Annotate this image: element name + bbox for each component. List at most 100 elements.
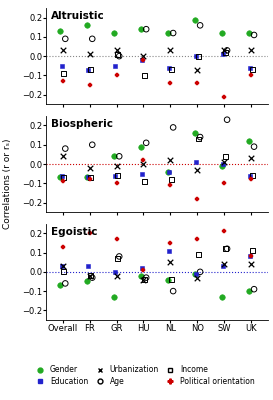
Point <box>60 178 65 184</box>
Point <box>249 261 254 267</box>
Point <box>60 153 65 160</box>
Point <box>249 155 254 162</box>
Point <box>60 78 65 84</box>
Point <box>219 294 224 300</box>
Point <box>167 248 171 254</box>
Point <box>139 26 143 32</box>
Point <box>87 165 92 171</box>
Point <box>168 80 173 86</box>
Point <box>85 22 89 28</box>
Point <box>87 51 92 58</box>
Point <box>223 246 228 252</box>
Point <box>195 274 200 281</box>
Point <box>139 144 143 150</box>
Point <box>90 36 94 42</box>
Point <box>248 64 253 71</box>
Point <box>219 163 224 169</box>
Point <box>249 47 254 54</box>
Point <box>223 49 228 56</box>
Point <box>198 22 202 28</box>
Point <box>141 161 146 167</box>
Point <box>114 236 119 242</box>
Point <box>250 172 255 179</box>
Point <box>167 64 171 71</box>
Point <box>250 248 255 254</box>
Point <box>169 176 174 183</box>
Point <box>85 278 89 285</box>
Point <box>144 274 148 281</box>
Text: Biospheric: Biospheric <box>51 119 113 129</box>
Point <box>222 93 227 100</box>
Point <box>113 62 118 69</box>
Point <box>87 176 92 183</box>
Point <box>63 145 67 152</box>
Point <box>169 66 174 73</box>
Point <box>168 182 173 188</box>
Point <box>143 178 147 184</box>
Point <box>140 170 145 177</box>
Point <box>192 16 197 23</box>
Point <box>169 276 174 283</box>
Point <box>248 253 253 260</box>
Point <box>168 47 173 54</box>
Point <box>139 272 143 279</box>
Point <box>225 116 229 123</box>
Point <box>171 30 175 36</box>
Point <box>194 53 198 59</box>
Point <box>192 130 197 136</box>
Point <box>167 168 171 175</box>
Point <box>63 36 67 42</box>
Point <box>225 246 229 252</box>
Text: Correlations (r or rₛ): Correlations (r or rₛ) <box>3 139 12 229</box>
Point <box>87 272 92 279</box>
Point <box>194 270 198 277</box>
Point <box>166 30 170 36</box>
Point <box>141 157 146 163</box>
Point <box>247 30 251 36</box>
Point <box>60 47 65 54</box>
Point <box>112 294 116 300</box>
Point <box>195 66 200 73</box>
Point <box>168 259 173 266</box>
Text: Egoistic: Egoistic <box>51 226 97 236</box>
Point <box>141 53 146 59</box>
Point <box>141 276 146 283</box>
Point <box>222 47 227 54</box>
Point <box>63 280 67 287</box>
Point <box>58 282 62 288</box>
Point <box>195 166 200 173</box>
Point <box>166 276 170 283</box>
Point <box>86 174 91 181</box>
Point <box>114 272 119 279</box>
Point <box>85 174 89 181</box>
Point <box>195 80 200 86</box>
Point <box>140 57 145 63</box>
Point <box>59 62 64 69</box>
Point <box>114 163 119 169</box>
Point <box>171 124 175 131</box>
Point <box>196 53 201 59</box>
Point <box>222 159 227 165</box>
Point <box>221 51 225 58</box>
Point <box>166 168 170 175</box>
Point <box>117 153 121 160</box>
Point <box>143 276 147 283</box>
Point <box>88 272 93 279</box>
Point <box>168 240 173 246</box>
Point <box>196 136 201 142</box>
Point <box>87 82 92 88</box>
Point <box>90 142 94 148</box>
Point <box>247 288 251 294</box>
Point <box>61 174 66 181</box>
Point <box>113 172 118 179</box>
Legend: Gender, Education, Urbanization, Age, Income, Political orientation: Gender, Education, Urbanization, Age, In… <box>32 365 255 386</box>
Point <box>114 180 119 186</box>
Point <box>250 66 255 73</box>
Point <box>87 230 92 236</box>
Point <box>115 255 120 262</box>
Point <box>140 265 145 271</box>
Point <box>198 269 202 275</box>
Point <box>222 261 227 267</box>
Point <box>86 263 91 269</box>
Point <box>88 66 93 73</box>
